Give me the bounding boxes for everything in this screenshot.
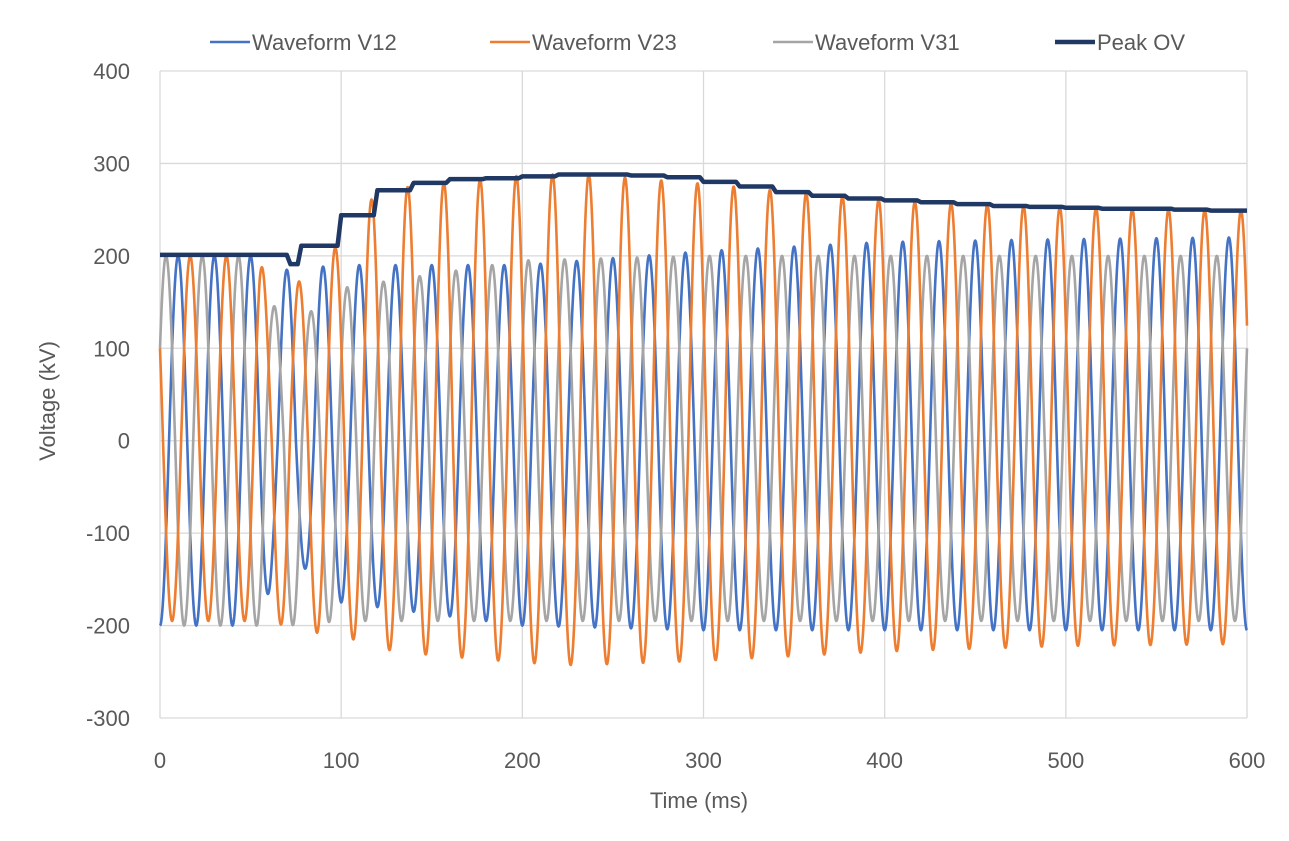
series-peak-ov — [160, 172, 1247, 267]
y-tick-label: 200 — [93, 244, 130, 269]
y-tick-label: 0 — [118, 429, 130, 454]
y-tick-label: -200 — [86, 614, 130, 639]
legend-label: Waveform V23 — [532, 30, 677, 55]
legend-label: Waveform V12 — [252, 30, 397, 55]
plot-series — [158, 172, 1249, 667]
x-tick-label: 400 — [866, 748, 903, 773]
series-waveform-v23 — [158, 173, 1249, 667]
x-tick-labels: 0 100 200 300 400 500 600 — [154, 748, 1265, 773]
x-tick-label: 100 — [323, 748, 360, 773]
series-waveform-v12 — [158, 236, 1249, 632]
y-tick-label: -100 — [86, 521, 130, 546]
y-axis-title: Voltage (kV) — [35, 341, 60, 461]
grid — [159, 70, 1248, 719]
legend-label: Peak OV — [1097, 30, 1185, 55]
y-tick-labels: 400 300 200 100 0 -100 -200 -300 — [86, 59, 130, 731]
x-tick-label: 200 — [504, 748, 541, 773]
legend-label: Waveform V31 — [815, 30, 960, 55]
x-tick-label: 0 — [154, 748, 166, 773]
y-tick-label: 400 — [93, 59, 130, 84]
x-tick-label: 300 — [685, 748, 722, 773]
y-tick-label: 100 — [93, 336, 130, 361]
legend: Waveform V12 Waveform V23 Waveform V31 Peak… — [210, 30, 1185, 55]
x-tick-label: 600 — [1229, 748, 1266, 773]
x-axis-title: Time (ms) — [650, 788, 748, 813]
y-tick-label: -300 — [86, 706, 130, 731]
y-tick-label: 300 — [93, 151, 130, 176]
x-tick-label: 500 — [1047, 748, 1084, 773]
